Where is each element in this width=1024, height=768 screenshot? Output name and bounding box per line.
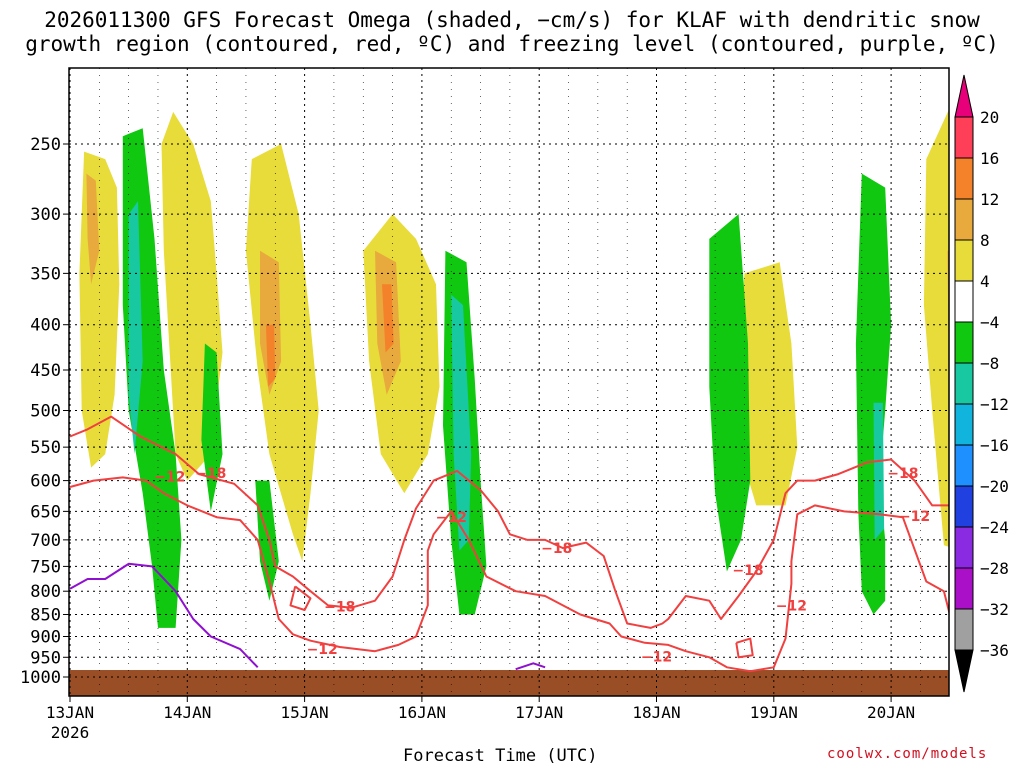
colorbar-top-arrow [954,74,974,118]
colorbar-swatch [954,157,974,200]
y-tick-label: 900 [30,627,61,647]
omega-region-14 [201,343,223,512]
contour-label: −12 [641,649,672,665]
colorbar-label: −36 [980,641,1009,660]
colorbar-swatch [954,362,974,405]
y-tick-label: 1000 [20,668,61,688]
colorbar-swatch [954,239,974,282]
red-contour-0 [69,415,949,629]
y-tick-label: 800 [30,582,61,602]
omega-region-5 [738,262,798,506]
colorbar-swatch [954,321,974,364]
chart-title-line-1: 2026011300 GFS Forecast Omega (shaded, −… [44,8,980,32]
y-tick-label: 550 [30,438,61,458]
x-tick-label: 13JAN [46,703,94,722]
colorbar-label: −12 [980,395,1009,414]
x-tick-label: 18JAN [632,703,680,722]
contour-label: −12 [899,509,930,525]
contour-label: −18 [887,466,918,482]
omega-region-12 [382,284,394,353]
y-tick-label: 500 [30,402,61,422]
colorbar-label: −16 [980,436,1009,455]
omega-region-6 [923,109,949,547]
plot-frame [68,67,950,697]
colorbar-label: 20 [980,108,999,127]
omega-region-11 [265,324,276,387]
omega-region-3 [245,144,319,562]
omega-region-8 [260,250,282,395]
colorbar-label: −32 [980,600,1009,619]
colorbar-swatch [954,444,974,487]
colorbar-label: −20 [980,477,1009,496]
contour-label: −18 [732,563,763,579]
y-tick-label: 750 [30,557,61,577]
y-tick-label: 450 [30,361,61,381]
x-tick-label: 17JAN [515,703,563,722]
contour-label: −18 [324,599,355,615]
colorbar-swatch [954,608,974,651]
colorbar-bottom-arrow [954,649,974,693]
x-axis-label: Forecast Time (UTC) [403,746,598,766]
contour-label: −12 [776,598,807,614]
omega-region-17 [709,214,751,572]
colorbar-swatch [954,198,974,241]
y-tick-label: 950 [30,648,61,668]
red-contour-1 [69,476,949,673]
colorbar-label: 16 [980,149,999,168]
purple-contour-14 [515,662,546,671]
colorbar-swatch [954,403,974,446]
x-tick-label: 20JAN [867,703,915,722]
colorbar-swatch [954,526,974,569]
y-tick-label: 300 [30,205,61,225]
colorbar-label: 4 [980,272,990,291]
colorbar-label: 12 [980,190,999,209]
x-tick-sublabel: 2026 [51,723,90,742]
y-tick-label: 250 [30,135,61,155]
x-tick-label: 16JAN [398,703,446,722]
chart-title: 2026011300 GFS Forecast Omega (shaded, −… [0,8,1024,56]
x-tick-label: 19JAN [750,703,798,722]
contour-label: −12 [307,642,338,658]
colorbar-label: 8 [980,231,990,250]
omega-region-15 [255,480,279,601]
contour-label: −12 [154,470,185,486]
omega-region-4 [363,214,440,494]
y-tick-label: 700 [30,531,61,551]
x-tick-label: 15JAN [281,703,329,722]
credit-url: coolwx.com/models [827,746,988,762]
y-tick-label: 350 [30,264,61,284]
omega-region-20 [451,294,472,551]
y-tick-label: 650 [30,502,61,522]
colorbar-label: −4 [980,313,999,332]
omega-region-7 [86,173,100,285]
x-tick-label: 14JAN [163,703,211,722]
y-tick-label: 600 [30,472,61,492]
colorbar-label: −8 [980,354,999,373]
colorbar-swatch [954,280,974,323]
red-contour-11 [289,585,312,611]
omega-region-21 [873,402,885,540]
colorbar-label: −28 [980,559,1009,578]
omega-region-19 [128,201,143,455]
purple-contour-13 [69,562,259,668]
contour-label: −18 [195,466,226,482]
terrain-surface [69,670,949,696]
contour-label: −12 [436,510,467,526]
chart-title-line-2: growth region (contoured, red, ºC) and f… [25,32,999,56]
colorbar-swatch [954,567,974,610]
y-tick-label: 850 [30,606,61,626]
colorbar-label: −24 [980,518,1009,537]
contour-label: −18 [541,541,572,557]
colorbar-swatch [954,485,974,528]
omega-region-0 [79,151,120,468]
y-tick-label: 400 [30,316,61,336]
red-contour-12 [735,637,754,659]
omega-region-18 [855,173,892,615]
colorbar-swatch [954,116,974,159]
